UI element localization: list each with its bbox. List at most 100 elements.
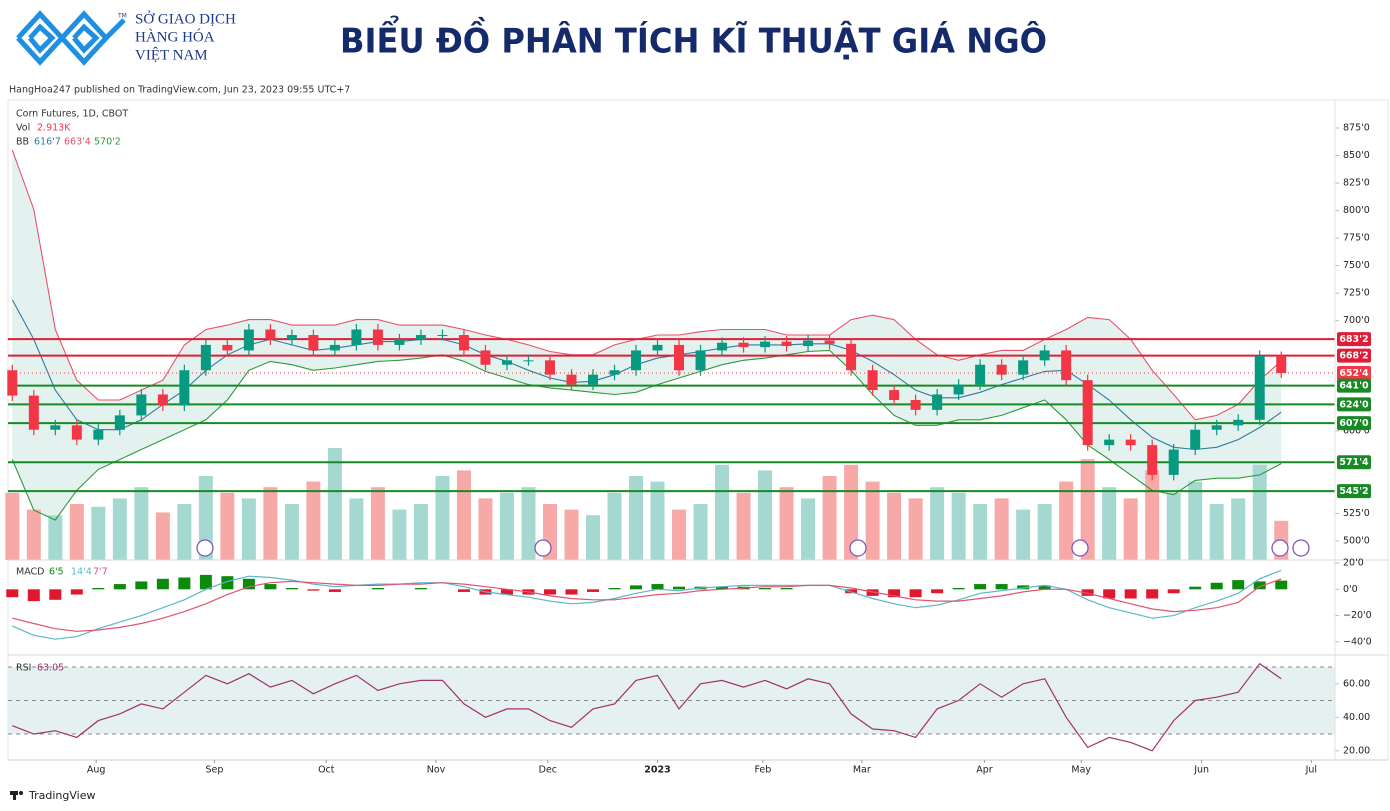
level-label-box — [1337, 378, 1371, 393]
macd-histogram-bar — [178, 577, 191, 590]
x-tick-label: 2023 — [644, 765, 670, 776]
volume-bar — [413, 504, 428, 560]
volume-bar — [48, 515, 63, 560]
volume-bar — [1016, 509, 1031, 560]
y-tick-label: −20'0 — [1343, 610, 1372, 621]
candle-body — [631, 350, 642, 371]
legend-value: 63.05 — [37, 663, 64, 674]
page-title: BIỂU ĐỒ PHÂN TÍCH KĨ THUẬT GIÁ NGÔ — [340, 16, 1047, 62]
macd-histogram-bar — [1189, 586, 1202, 590]
macd-histogram-bar — [673, 586, 686, 590]
macd-histogram-bar — [307, 589, 320, 591]
legend-value: 14'4 — [71, 567, 92, 578]
volume-bar — [134, 487, 149, 560]
candle-body — [566, 374, 577, 385]
published-note: HangHoa247 published on TradingView.com,… — [9, 85, 350, 96]
footer-brand: TradingView — [28, 789, 95, 802]
event-icons — [196, 539, 1310, 557]
candle-body — [71, 425, 82, 440]
macd-histogram-bar — [6, 589, 19, 598]
volume-bar — [349, 498, 364, 560]
logo — [16, 10, 126, 66]
volume-bar — [585, 515, 600, 560]
brand-line: VIỆT NAM — [135, 46, 208, 63]
volume-bar — [758, 470, 773, 560]
x-tick-label: May — [1071, 765, 1091, 776]
legend-name: Vol — [16, 123, 30, 134]
macd-histogram-bar — [371, 588, 384, 590]
event-icon[interactable] — [1292, 539, 1310, 557]
candle-body — [1211, 425, 1222, 430]
volume-bar — [112, 498, 127, 560]
event-icon[interactable] — [849, 539, 867, 557]
y-tick-label: 600'0 — [1343, 425, 1370, 436]
volume-bar — [5, 492, 20, 560]
y-tick-label: 20.00 — [1343, 745, 1370, 756]
x-tick-label: Jul — [1305, 765, 1317, 776]
volume-bar — [607, 492, 622, 560]
volume-bar — [177, 504, 192, 560]
macd-histogram-bar — [565, 589, 578, 595]
macd-histogram-bar — [1081, 589, 1094, 596]
volume-bar — [69, 504, 84, 560]
event-icon[interactable] — [1271, 539, 1289, 557]
y-tick-label: 750'0 — [1343, 260, 1370, 271]
event-icon[interactable] — [196, 539, 214, 557]
candle-body — [910, 399, 921, 410]
candle-body — [480, 350, 491, 365]
macd-histogram-bar — [651, 584, 664, 590]
logo-stroke — [72, 23, 100, 54]
level-label: 545'2 — [1339, 486, 1368, 497]
volume-bar — [801, 498, 816, 560]
level-label: 607'0 — [1339, 418, 1369, 429]
legend-value: 570'2 — [94, 137, 121, 148]
volume-bar — [1231, 498, 1246, 560]
volume-bar — [284, 504, 299, 560]
candle-body — [932, 394, 943, 410]
logo-stroke — [28, 23, 56, 54]
macd-histogram-bar — [1124, 589, 1137, 599]
y-tick-label: 725'0 — [1343, 288, 1370, 299]
volume-bar — [1059, 481, 1074, 560]
y-tick-label: −40'0 — [1343, 636, 1372, 647]
volume-bar — [1166, 492, 1181, 560]
event-icon[interactable] — [534, 539, 552, 557]
tv-logo-part — [13, 791, 16, 800]
level-label: 652'4 — [1339, 368, 1369, 379]
x-tick-label: Nov — [427, 765, 446, 776]
volume-bar — [994, 498, 1009, 560]
candle-body — [953, 384, 964, 395]
candle-body — [222, 344, 233, 351]
candle-body — [437, 335, 448, 337]
candle-body — [824, 340, 835, 344]
candle-body — [889, 390, 900, 400]
macd-histogram-bar — [414, 588, 427, 590]
y-tick-label: 850'0 — [1343, 150, 1370, 161]
macd-histogram-bar — [92, 588, 105, 590]
candle-body — [1039, 350, 1050, 361]
macd-histogram-bar — [49, 589, 62, 600]
macd-histogram-bar — [113, 584, 126, 590]
candle-body — [1082, 380, 1093, 446]
macd-histogram-bar — [866, 589, 879, 596]
macd-histogram-bar — [285, 588, 298, 590]
candle-body — [458, 335, 469, 351]
volume-bar — [370, 487, 385, 560]
volume-bar — [865, 481, 880, 560]
macd-histogram-bar — [70, 589, 83, 595]
legend-value: 616'7 — [34, 137, 61, 148]
macd-histogram-bar — [888, 589, 901, 598]
volume-bar — [478, 498, 493, 560]
event-icon[interactable] — [1071, 539, 1089, 557]
candle-body — [329, 344, 340, 351]
macd-histogram-bar — [27, 589, 40, 602]
tv-logo — [10, 791, 23, 800]
candle-body — [523, 360, 534, 362]
candle-body — [1018, 360, 1029, 375]
candle-body — [308, 335, 319, 351]
candle-body — [1061, 350, 1072, 381]
legend-name: MACD — [16, 567, 44, 578]
volume-bar — [672, 509, 687, 560]
